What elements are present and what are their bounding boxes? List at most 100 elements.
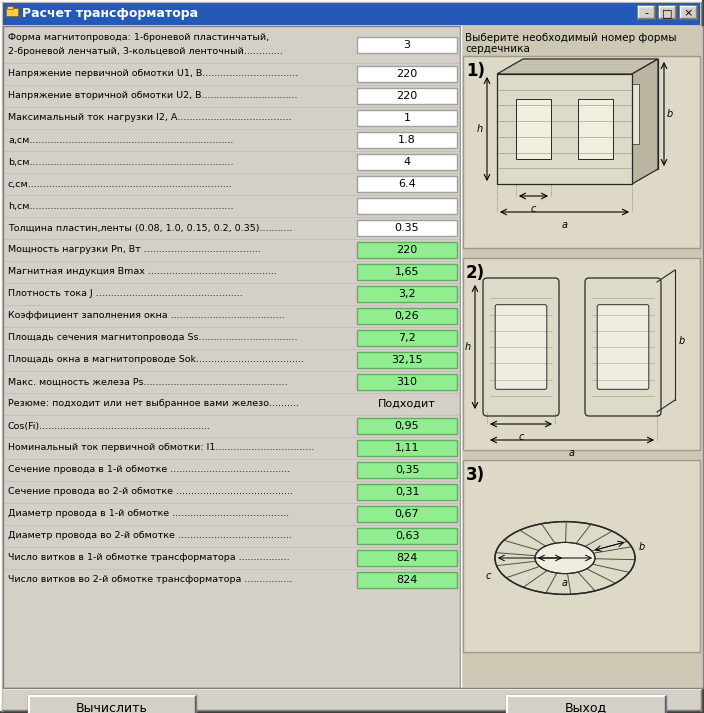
Bar — [578, 98, 613, 159]
Text: b: b — [667, 109, 673, 119]
Text: Номинальный ток первичной обмотки: I1.................................: Номинальный ток первичной обмотки: I1...… — [8, 443, 315, 453]
Text: 1.8: 1.8 — [398, 135, 416, 145]
Text: Макс. мощность железа Ps................................................: Макс. мощность железа Ps................… — [8, 377, 287, 386]
Text: а,см....................................................................: а,см....................................… — [8, 135, 233, 145]
Text: 2): 2) — [466, 264, 485, 282]
Bar — [357, 132, 457, 148]
Bar — [463, 460, 700, 652]
Bar — [516, 98, 551, 159]
Text: 3: 3 — [403, 40, 410, 50]
Text: 1,11: 1,11 — [395, 443, 420, 453]
Text: 4: 4 — [403, 157, 410, 167]
Text: c: c — [486, 571, 491, 581]
Bar — [357, 308, 457, 324]
Bar — [542, 83, 577, 144]
Text: 824: 824 — [396, 553, 417, 563]
FancyBboxPatch shape — [597, 304, 649, 389]
Text: 0.35: 0.35 — [395, 223, 420, 233]
Text: Сечение провода в 1-й обмотке ........................................: Сечение провода в 1-й обмотке ..........… — [8, 466, 290, 474]
Text: Расчет трансформатора: Расчет трансформатора — [22, 8, 198, 21]
Text: Подходит: Подходит — [378, 399, 436, 409]
Bar — [357, 176, 457, 192]
FancyBboxPatch shape — [495, 304, 547, 389]
Text: Сечение провода во 2-й обмотке .......................................: Сечение провода во 2-й обмотке .........… — [8, 488, 293, 496]
Text: Cos(Fi).........................................................: Cos(Fi).................................… — [8, 421, 211, 431]
Bar — [357, 440, 457, 456]
Ellipse shape — [535, 543, 595, 573]
Bar — [357, 220, 457, 236]
Bar — [357, 66, 457, 82]
Text: 0,95: 0,95 — [395, 421, 420, 431]
Text: 6.4: 6.4 — [398, 179, 416, 189]
Polygon shape — [632, 59, 658, 184]
Bar — [357, 88, 457, 104]
Bar — [658, 5, 676, 19]
Text: Резюме: подходит или нет выбранное вами железо..........: Резюме: подходит или нет выбранное вами … — [8, 399, 299, 409]
Text: Площадь окна в магнитопроводе Sok....................................: Площадь окна в магнитопроводе Sok.......… — [8, 356, 304, 364]
Text: 0,63: 0,63 — [395, 531, 420, 541]
Text: 310: 310 — [396, 377, 417, 387]
Bar — [357, 418, 457, 434]
Bar — [463, 56, 700, 248]
Text: ×: × — [684, 8, 693, 18]
Text: 0,35: 0,35 — [395, 465, 420, 475]
Text: h,см....................................................................: h,см....................................… — [8, 202, 234, 210]
Bar — [604, 83, 639, 144]
Bar — [357, 154, 457, 170]
Bar — [6, 8, 18, 16]
Text: 1,65: 1,65 — [395, 267, 420, 277]
Bar — [357, 330, 457, 346]
Bar — [3, 3, 700, 25]
Text: h: h — [477, 124, 483, 134]
Text: □: □ — [662, 8, 672, 18]
Text: Плотность тока J .................................................: Плотность тока J .......................… — [8, 289, 243, 299]
Bar — [357, 286, 457, 302]
Text: 220: 220 — [396, 69, 417, 79]
Text: Толщина пластин,ленты (0.08, 1.0, 0.15, 0.2, 0.35)...........: Толщина пластин,ленты (0.08, 1.0, 0.15, … — [8, 223, 292, 232]
Text: 7,2: 7,2 — [398, 333, 416, 343]
Text: Мощность нагрузки Pn, Вт .......................................: Мощность нагрузки Pn, Вт ...............… — [8, 245, 260, 255]
Bar — [7, 6, 13, 9]
Text: Напряжение первичной обмотки U1, В................................: Напряжение первичной обмотки U1, В......… — [8, 69, 298, 78]
Bar — [357, 110, 457, 126]
Text: Напряжение вторичной обмотки U2, В................................: Напряжение вторичной обмотки U2, В......… — [8, 91, 298, 101]
Bar — [357, 198, 457, 214]
Text: c: c — [531, 204, 536, 214]
Text: 220: 220 — [396, 245, 417, 255]
Text: 0,67: 0,67 — [395, 509, 420, 519]
Text: -: - — [644, 8, 648, 18]
Text: Диаметр провода во 2-й обмотке ......................................: Диаметр провода во 2-й обмотке .........… — [8, 531, 292, 540]
Text: b,см....................................................................: b,см....................................… — [8, 158, 234, 167]
Bar — [357, 264, 457, 280]
Text: 824: 824 — [396, 575, 417, 585]
Text: 32,15: 32,15 — [391, 355, 423, 365]
Text: Форма магнитопровода: 1-броневой пластинчатый,: Форма магнитопровода: 1-броневой пластин… — [8, 34, 269, 43]
Bar — [357, 462, 457, 478]
Bar — [357, 550, 457, 566]
Text: Число витков во 2-й обмотке трансформатора ................: Число витков во 2-й обмотке трансформато… — [8, 575, 292, 585]
Ellipse shape — [495, 522, 635, 595]
Bar — [463, 258, 700, 450]
Text: 0,26: 0,26 — [395, 311, 420, 321]
Text: Выберите необходимый номер формы: Выберите необходимый номер формы — [465, 33, 677, 43]
Bar — [357, 506, 457, 522]
Text: Число витков в 1-й обмотке трансформатора .................: Число витков в 1-й обмотке трансформатор… — [8, 553, 289, 563]
Bar — [497, 74, 632, 184]
Text: 1): 1) — [466, 62, 485, 80]
Text: 0,31: 0,31 — [395, 487, 420, 497]
Text: 2-броневой ленчатый, 3-кольцевой ленточный.............: 2-броневой ленчатый, 3-кольцевой ленточн… — [8, 48, 283, 56]
Text: Коэффициент заполнения окна ......................................: Коэффициент заполнения окна ............… — [8, 312, 284, 321]
Bar — [357, 242, 457, 258]
Bar — [357, 484, 457, 500]
Text: Площадь сечения магнитопровода Ss.................................: Площадь сечения магнитопровода Ss.......… — [8, 334, 298, 342]
Bar — [637, 5, 655, 19]
Text: 220: 220 — [396, 91, 417, 101]
Text: 3,2: 3,2 — [398, 289, 416, 299]
Text: сердечника: сердечника — [465, 44, 530, 54]
Text: a: a — [562, 220, 567, 230]
Text: Магнитная индукция Bmax ...........................................: Магнитная индукция Bmax ................… — [8, 267, 277, 277]
Text: Максимальный ток нагрузки I2, А......................................: Максимальный ток нагрузки I2, А.........… — [8, 113, 291, 123]
Bar — [357, 528, 457, 544]
Text: a: a — [562, 578, 568, 588]
Bar — [461, 26, 702, 688]
